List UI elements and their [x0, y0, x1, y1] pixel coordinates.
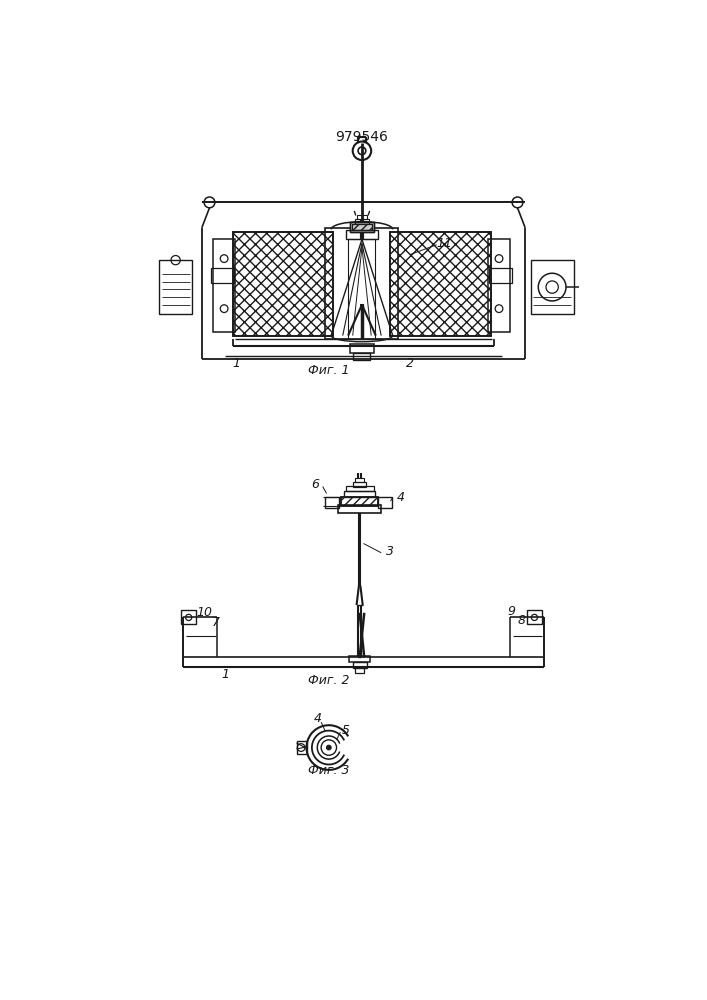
- Bar: [351, 222, 373, 232]
- Bar: [346, 486, 373, 491]
- Bar: [351, 222, 373, 232]
- Bar: [344, 491, 375, 497]
- Bar: [355, 478, 364, 482]
- Bar: [296, 741, 307, 754]
- Bar: [378, 497, 392, 508]
- Bar: [348, 239, 375, 339]
- Bar: [341, 497, 378, 506]
- Text: 1: 1: [221, 668, 229, 681]
- Bar: [214, 239, 235, 332]
- Bar: [338, 505, 381, 513]
- Text: 2: 2: [406, 357, 414, 370]
- Bar: [355, 219, 369, 224]
- Bar: [341, 497, 378, 506]
- Bar: [160, 260, 192, 314]
- Bar: [349, 656, 370, 662]
- Bar: [489, 268, 512, 283]
- Text: Фиг. 1: Фиг. 1: [308, 364, 349, 377]
- Bar: [350, 344, 374, 353]
- Bar: [181, 610, 197, 624]
- Text: 8: 8: [518, 614, 525, 627]
- Text: 4: 4: [314, 712, 322, 725]
- Bar: [390, 232, 491, 336]
- Bar: [233, 232, 333, 336]
- Bar: [354, 482, 366, 487]
- Bar: [353, 662, 366, 668]
- Bar: [355, 667, 364, 673]
- Bar: [356, 215, 368, 219]
- Bar: [354, 353, 370, 360]
- Bar: [352, 224, 372, 230]
- Bar: [527, 610, 542, 624]
- Text: Фиг. 3: Фиг. 3: [308, 764, 349, 777]
- Bar: [211, 268, 234, 283]
- Bar: [390, 232, 491, 336]
- Text: 7: 7: [211, 616, 220, 629]
- Circle shape: [327, 745, 331, 750]
- Bar: [532, 260, 573, 314]
- Bar: [352, 224, 372, 230]
- Text: 5: 5: [341, 724, 350, 737]
- Text: 4: 4: [397, 491, 404, 504]
- Bar: [489, 239, 510, 332]
- Bar: [346, 230, 378, 239]
- Text: 11: 11: [436, 237, 452, 250]
- Text: 979546: 979546: [336, 130, 388, 144]
- Text: 1: 1: [233, 357, 240, 370]
- Text: 6: 6: [311, 478, 319, 491]
- Text: Фиг. 2: Фиг. 2: [308, 674, 349, 687]
- Text: 9: 9: [508, 605, 515, 618]
- Bar: [325, 228, 398, 339]
- Text: 10: 10: [196, 606, 212, 619]
- Bar: [233, 232, 333, 336]
- Text: 3: 3: [387, 545, 395, 558]
- Bar: [325, 497, 339, 508]
